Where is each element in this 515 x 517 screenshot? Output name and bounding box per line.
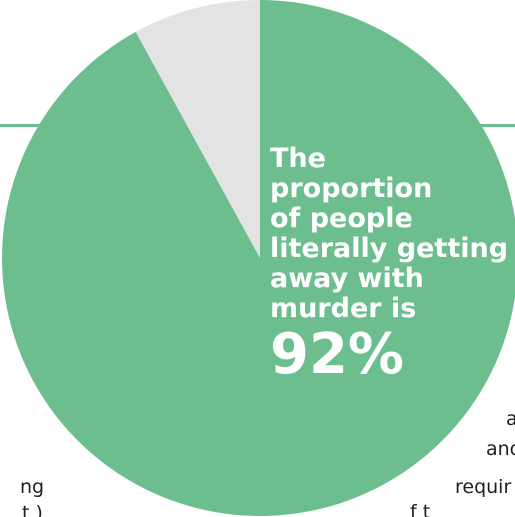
divider-line-right	[480, 124, 515, 127]
article-text-fragment: and	[486, 438, 515, 460]
article-text-fragment: f t	[410, 501, 431, 517]
headline-line: proportion	[270, 173, 433, 204]
headline-line: murder is	[270, 293, 417, 324]
headline-line: literally getting	[270, 233, 509, 264]
headline-callout: The proportion of people literally getti…	[270, 144, 508, 386]
headline-line: The	[270, 143, 326, 174]
headline-percentage: 92%	[270, 322, 405, 387]
headline-line: away with	[270, 263, 424, 294]
article-text-fragment: t )	[22, 502, 43, 517]
article-text-fragment: requir	[455, 476, 512, 498]
pie-slice-1	[135, 0, 260, 258]
article-text-fragment: a	[506, 408, 515, 430]
article-text-fragment: ng	[20, 476, 45, 498]
headline-line: of people	[270, 203, 413, 234]
